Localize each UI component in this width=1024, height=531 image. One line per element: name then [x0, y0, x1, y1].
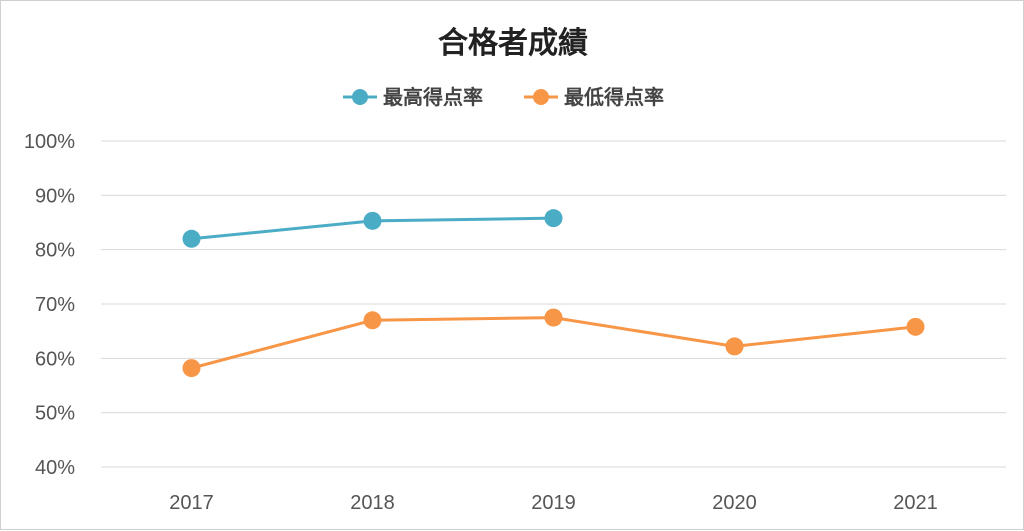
data-point: [725, 337, 744, 356]
y-tick-label: 90%: [35, 185, 75, 207]
data-point: [182, 229, 201, 248]
series-2: [182, 308, 925, 378]
x-tick-label: 2017: [169, 492, 214, 514]
y-tick-label: 80%: [35, 240, 75, 262]
y-tick-label: 70%: [35, 294, 75, 316]
x-axis: 2017 2018 2019 2020 2021: [169, 492, 938, 514]
series-1: [182, 209, 563, 248]
x-tick-label: 2018: [350, 492, 395, 514]
legend-label: 最低得点率: [564, 85, 664, 109]
x-tick-label: 2021: [893, 492, 938, 514]
data-point: [363, 211, 382, 230]
x-tick-label: 2019: [531, 492, 576, 514]
data-point: [544, 308, 563, 327]
legend-marker: [533, 89, 549, 105]
y-axis: 40% 50% 60% 70% 80% 90% 100%: [24, 131, 75, 479]
data-point: [544, 209, 563, 228]
legend-item: 最低得点率: [524, 85, 664, 109]
data-point: [182, 359, 201, 378]
data-point: [906, 317, 925, 336]
y-tick-label: 60%: [35, 348, 75, 370]
gridlines: [101, 140, 1006, 468]
legend-item: 最高得点率: [343, 85, 483, 109]
legend-label: 最高得点率: [383, 85, 483, 109]
y-tick-label: 40%: [35, 457, 75, 479]
y-tick-label: 100%: [24, 131, 75, 153]
legend-marker: [352, 89, 368, 105]
chart-title: 合格者成績: [438, 26, 588, 61]
series-group: [182, 209, 925, 378]
legend: 最高得点率 最低得点率: [343, 85, 664, 109]
data-point: [363, 311, 382, 330]
x-tick-label: 2020: [712, 492, 757, 514]
y-tick-label: 50%: [35, 403, 75, 425]
